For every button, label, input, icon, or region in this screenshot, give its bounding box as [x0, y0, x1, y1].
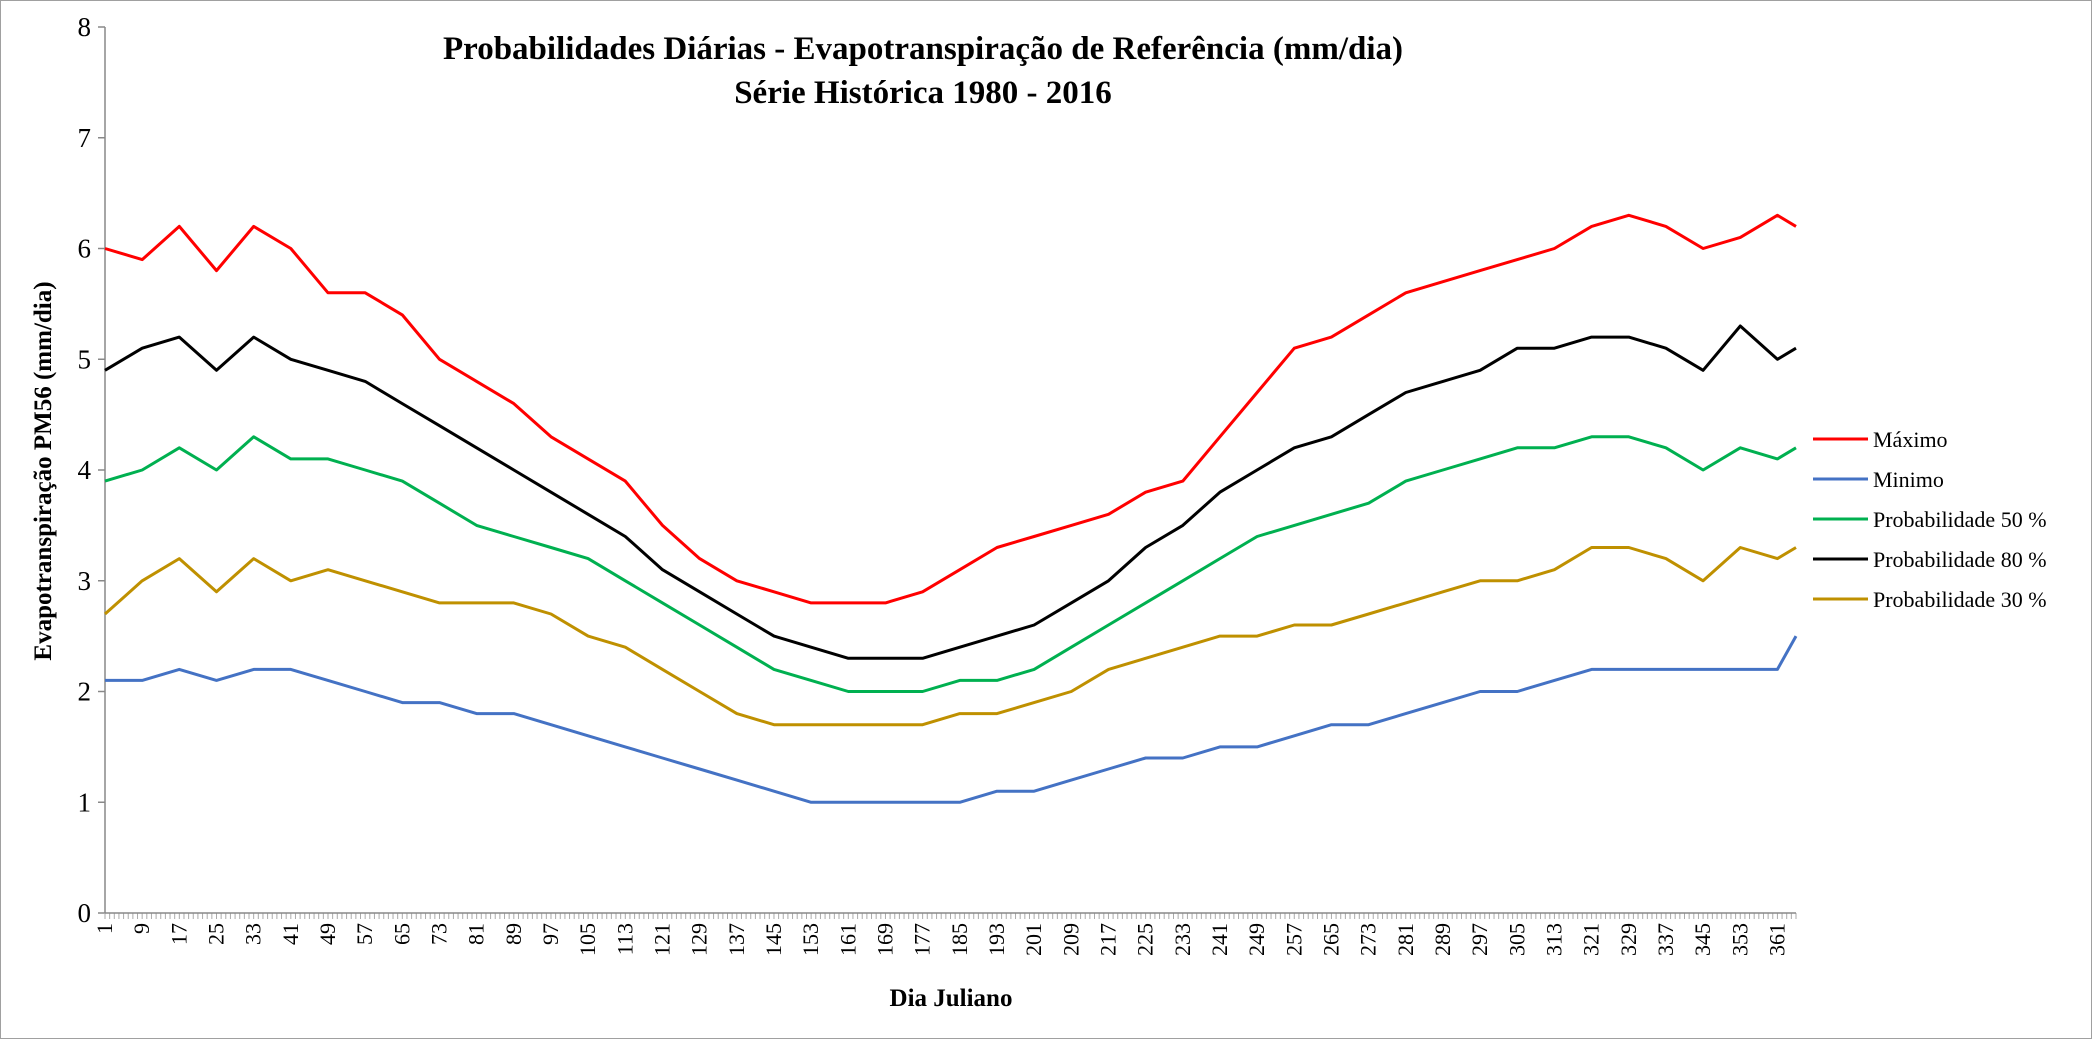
y-tick-label: 5 — [78, 344, 92, 374]
x-tick-label: 169 — [872, 923, 897, 956]
x-tick-label: 329 — [1616, 923, 1641, 956]
x-tick-label: 137 — [724, 923, 749, 956]
x-tick-label: 129 — [687, 923, 712, 956]
y-tick-label: 4 — [78, 455, 92, 485]
series-line-minimo — [105, 635, 1798, 804]
series-lines — [104, 213, 1798, 804]
x-tick-label: 233 — [1170, 923, 1195, 956]
x-tick-label: 361 — [1764, 923, 1789, 956]
x-tick-label: 217 — [1095, 923, 1120, 956]
x-tick-label: 337 — [1653, 923, 1678, 956]
x-tick-label: 209 — [1058, 923, 1083, 956]
x-tick-label: 265 — [1318, 923, 1343, 956]
x-tick-label: 241 — [1207, 923, 1232, 956]
y-tick-label: 7 — [78, 123, 92, 153]
x-tick-label: 105 — [575, 923, 600, 956]
x-tick-label: 345 — [1690, 923, 1715, 956]
y-tick-label: 0 — [78, 898, 92, 928]
x-tick-label: 41 — [278, 923, 303, 945]
x-tick-label: 25 — [203, 923, 228, 945]
series-line-probabilidade-80 — [104, 324, 1797, 660]
x-tick-label: 113 — [612, 923, 637, 955]
x-tick-label: 17 — [166, 923, 191, 945]
x-axis-ticks: 1 9 17 25 33 41 49 57 65 73 81 89 97 105 113 121 129 137 1… — [92, 913, 1797, 956]
x-tick-label: 121 — [649, 923, 674, 956]
x-tick-label: 145 — [761, 923, 786, 956]
x-tick-label: 9 — [129, 923, 154, 934]
x-tick-label: 313 — [1541, 923, 1566, 956]
series-line-probabilidade-30 — [104, 546, 1797, 727]
x-tick-label: 289 — [1430, 923, 1455, 956]
legend-label-probabilidade-80: Probabilidade 80 % — [1873, 547, 2047, 572]
x-tick-label: 49 — [315, 923, 340, 945]
x-tick-label: 257 — [1281, 923, 1306, 956]
x-tick-label: 73 — [426, 923, 451, 945]
x-tick-label: 89 — [501, 923, 526, 945]
y-axis-label: Evapotranspiração PM56 (mm/dia) — [30, 281, 57, 660]
x-tick-label: 281 — [1393, 923, 1418, 956]
x-tick-label: 1 — [92, 923, 117, 934]
x-tick-label: 153 — [798, 923, 823, 956]
x-tick-label: 273 — [1356, 923, 1381, 956]
x-tick-label: 225 — [1133, 923, 1158, 956]
legend-label-probabilidade-30: Probabilidade 30 % — [1873, 587, 2047, 612]
x-tick-label: 353 — [1727, 923, 1752, 956]
x-tick-label: 81 — [464, 923, 489, 945]
x-axis-label: Dia Juliano — [890, 985, 1013, 1012]
y-tick-label: 8 — [78, 12, 92, 42]
x-tick-label: 177 — [910, 923, 935, 956]
x-tick-label: 321 — [1579, 923, 1604, 956]
y-tick-label: 1 — [78, 787, 92, 817]
x-tick-label: 201 — [1021, 923, 1046, 956]
y-tick-label: 2 — [78, 677, 92, 707]
x-tick-label: 57 — [352, 923, 377, 945]
series-line-probabilidade-50 — [104, 435, 1797, 693]
y-tick-label: 3 — [78, 566, 92, 596]
x-tick-label: 305 — [1504, 923, 1529, 956]
x-tick-label: 297 — [1467, 923, 1492, 956]
x-tick-label: 249 — [1244, 923, 1269, 956]
y-axis-ticks: 0 1 2 3 4 5 6 7 8 — [78, 12, 105, 928]
chart-title: Probabilidades Diárias - Evapotranspiraç… — [443, 31, 1403, 67]
legend-label-probabilidade-50: Probabilidade 50 % — [1873, 507, 2047, 532]
x-tick-label: 161 — [835, 923, 860, 956]
chart-legend: Máximo Minimo Probabilidade 50 % Probabilid… — [1813, 427, 2047, 612]
legend-label-minimo: Minimo — [1873, 467, 1944, 492]
x-tick-label: 65 — [389, 923, 414, 945]
chart-subtitle: Série Histórica 1980 - 2016 — [734, 75, 1112, 111]
x-tick-label: 97 — [538, 923, 563, 945]
series-line-m-ximo — [104, 213, 1797, 605]
y-tick-label: 6 — [78, 234, 92, 264]
x-tick-label: 33 — [241, 923, 266, 945]
x-tick-label: 185 — [947, 923, 972, 956]
legend-label-m-ximo: Máximo — [1873, 427, 1948, 452]
x-tick-label: 193 — [984, 923, 1009, 956]
